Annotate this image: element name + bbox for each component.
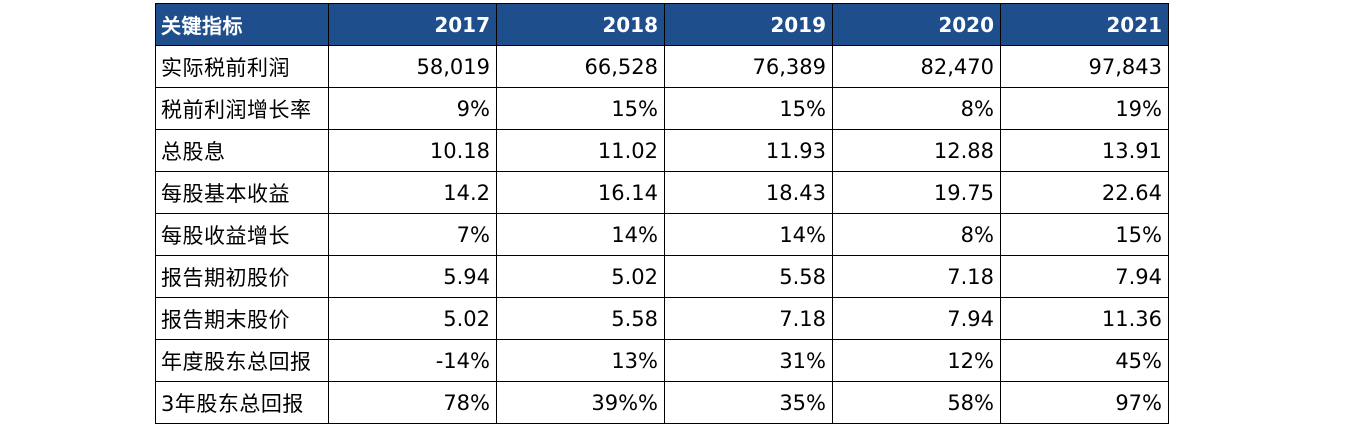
- table-row: 3年股东总回报 78% 39%% 35% 58% 97%: [155, 381, 1169, 424]
- table-cell: 14.2: [328, 171, 497, 214]
- table-cell: -14%: [328, 339, 497, 382]
- table-cell: 19%: [1000, 87, 1169, 130]
- table-cell: 66,528: [496, 45, 665, 88]
- row-label: 税前利润增长率: [155, 87, 329, 130]
- table-row: 实际税前利润 58,019 66,528 76,389 82,470 97,84…: [155, 45, 1169, 88]
- header-year-2018: 2018: [496, 3, 665, 46]
- header-year-2020: 2020: [832, 3, 1001, 46]
- table-cell: 16.14: [496, 171, 665, 214]
- table-cell: 97,843: [1000, 45, 1169, 88]
- table-cell: 39%%: [496, 381, 665, 424]
- table-row: 每股收益增长 7% 14% 14% 8% 15%: [155, 213, 1169, 256]
- table-cell: 8%: [832, 87, 1001, 130]
- table-cell: 11.02: [496, 129, 665, 172]
- table-cell: 45%: [1000, 339, 1169, 382]
- table-cell: 35%: [664, 381, 833, 424]
- table-cell: 5.58: [664, 255, 833, 298]
- table-cell: 7%: [328, 213, 497, 256]
- table-cell: 58,019: [328, 45, 497, 88]
- table-cell: 13.91: [1000, 129, 1169, 172]
- table-cell: 12.88: [832, 129, 1001, 172]
- table-cell: 58%: [832, 381, 1001, 424]
- table-cell: 22.64: [1000, 171, 1169, 214]
- table-cell: 13%: [496, 339, 665, 382]
- table-cell: 14%: [664, 213, 833, 256]
- header-label: 关键指标: [155, 3, 329, 46]
- table-cell: 11.36: [1000, 297, 1169, 340]
- header-year-2021: 2021: [1000, 3, 1169, 46]
- header-year-2019: 2019: [664, 3, 833, 46]
- table-cell: 11.93: [664, 129, 833, 172]
- row-label: 每股收益增长: [155, 213, 329, 256]
- table-cell: 82,470: [832, 45, 1001, 88]
- table-row: 总股息 10.18 11.02 11.93 12.88 13.91: [155, 129, 1169, 172]
- row-label: 每股基本收益: [155, 171, 329, 214]
- table-cell: 7.18: [664, 297, 833, 340]
- table-cell: 97%: [1000, 381, 1169, 424]
- row-label: 总股息: [155, 129, 329, 172]
- table-row: 报告期初股价 5.94 5.02 5.58 7.18 7.94: [155, 255, 1169, 298]
- row-label: 报告期末股价: [155, 297, 329, 340]
- header-row: 关键指标 2017 2018 2019 2020 2021: [155, 3, 1169, 46]
- table-cell: 15%: [1000, 213, 1169, 256]
- table-cell: 15%: [496, 87, 665, 130]
- table-cell: 5.02: [328, 297, 497, 340]
- table-cell: 5.94: [328, 255, 497, 298]
- table-cell: 7.94: [1000, 255, 1169, 298]
- table-cell: 78%: [328, 381, 497, 424]
- table-cell: 76,389: [664, 45, 833, 88]
- table-row: 税前利润增长率 9% 15% 15% 8% 19%: [155, 87, 1169, 130]
- table-cell: 10.18: [328, 129, 497, 172]
- row-label: 实际税前利润: [155, 45, 329, 88]
- table-cell: 19.75: [832, 171, 1001, 214]
- table-cell: 9%: [328, 87, 497, 130]
- row-label: 3年股东总回报: [155, 381, 329, 424]
- table-cell: 7.18: [832, 255, 1001, 298]
- table-cell: 14%: [496, 213, 665, 256]
- table-cell: 8%: [832, 213, 1001, 256]
- table-row: 报告期末股价 5.02 5.58 7.18 7.94 11.36: [155, 297, 1169, 340]
- table-cell: 31%: [664, 339, 833, 382]
- table-cell: 18.43: [664, 171, 833, 214]
- table-row: 每股基本收益 14.2 16.14 18.43 19.75 22.64: [155, 171, 1169, 214]
- row-label: 报告期初股价: [155, 255, 329, 298]
- table-cell: 7.94: [832, 297, 1001, 340]
- row-label: 年度股东总回报: [155, 339, 329, 382]
- table-cell: 5.02: [496, 255, 665, 298]
- table-row: 年度股东总回报 -14% 13% 31% 12% 45%: [155, 339, 1169, 382]
- table-cell: 12%: [832, 339, 1001, 382]
- key-metrics-table: 关键指标 2017 2018 2019 2020 2021 实际税前利润 58,…: [155, 3, 1169, 424]
- header-year-2017: 2017: [328, 3, 497, 46]
- table-cell: 15%: [664, 87, 833, 130]
- table-cell: 5.58: [496, 297, 665, 340]
